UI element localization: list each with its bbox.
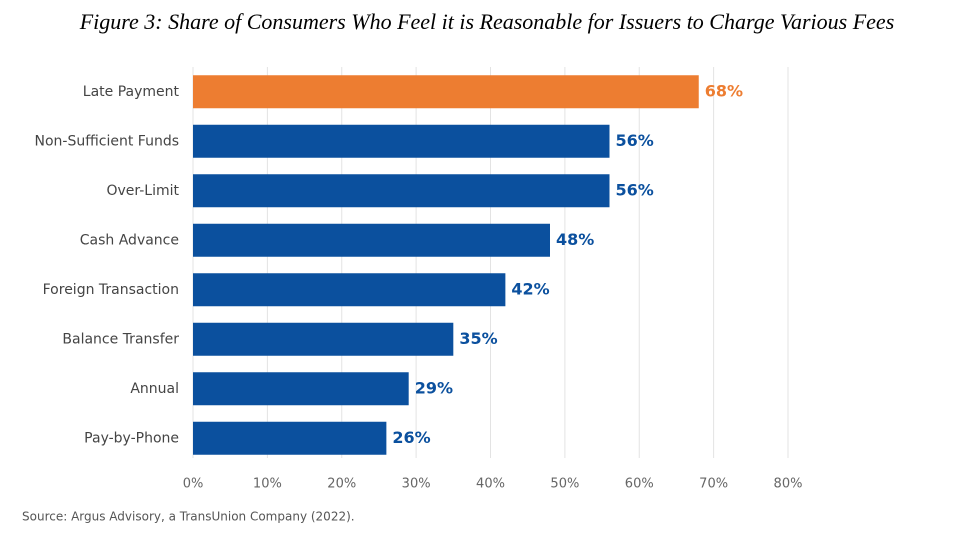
- y-tick-label: Cash Advance: [80, 232, 179, 248]
- x-tick-label: 0%: [183, 477, 204, 492]
- y-tick-label: Foreign Transaction: [43, 282, 179, 298]
- value-label: 48%: [556, 230, 594, 249]
- x-tick-label: 30%: [402, 477, 431, 492]
- value-label: 56%: [616, 180, 654, 199]
- y-tick-label: Non-Sufficient Funds: [35, 133, 179, 149]
- value-label: 29%: [415, 378, 453, 397]
- source-note: Source: Argus Advisory, a TransUnion Com…: [22, 510, 355, 524]
- y-tick-label: Balance Transfer: [62, 331, 179, 347]
- bar: [193, 174, 610, 208]
- value-label: 68%: [705, 81, 743, 100]
- y-tick-label: Pay-by-Phone: [84, 430, 179, 446]
- value-label: 26%: [392, 428, 430, 447]
- x-tick-label: 10%: [253, 477, 282, 492]
- value-label: 35%: [459, 329, 497, 348]
- y-tick-label: Annual: [130, 381, 179, 397]
- x-tick-label: 20%: [327, 477, 356, 492]
- y-tick-label: Late Payment: [83, 84, 180, 100]
- bar: [193, 421, 387, 455]
- chart-title: Figure 3: Share of Consumers Who Feel it…: [79, 9, 895, 34]
- bar: [193, 75, 699, 109]
- value-label: 56%: [616, 131, 654, 150]
- x-tick-label: 50%: [550, 477, 579, 492]
- bar: [193, 273, 506, 307]
- bar: [193, 322, 454, 356]
- bar: [193, 124, 610, 158]
- x-tick-label: 40%: [476, 477, 505, 492]
- value-label: 42%: [511, 279, 549, 298]
- x-tick-label: 60%: [625, 477, 654, 492]
- bar: [193, 372, 409, 406]
- x-tick-label: 70%: [699, 477, 728, 492]
- x-tick-label: 80%: [774, 477, 803, 492]
- bar: [193, 223, 550, 257]
- y-tick-label: Over-Limit: [106, 183, 179, 199]
